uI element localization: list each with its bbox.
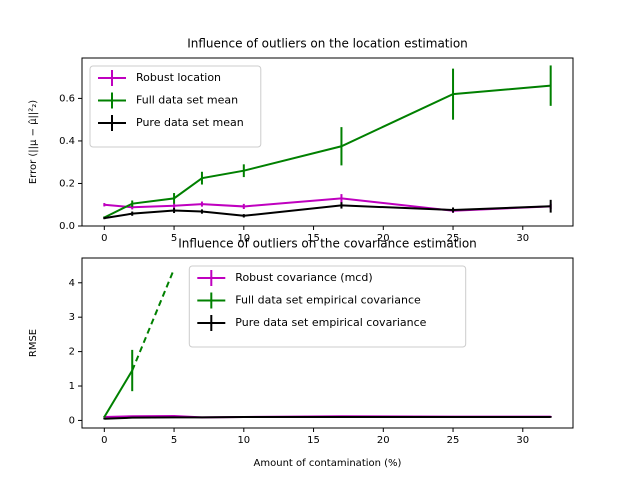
legend (188, 265, 467, 348)
legend-label: Full data set mean (136, 94, 238, 107)
x-axis-label: Amount of contamination (%) (254, 458, 402, 469)
y-tick-label: 0.0 (59, 221, 75, 232)
y-axis-label: Error (||μ − μ̂||²₂) (27, 100, 39, 184)
y-tick-label: 3 (69, 312, 75, 323)
x-tick-label: 15 (307, 435, 320, 446)
series-line (103, 84, 551, 219)
x-tick-label: 0 (101, 435, 107, 446)
x-tick-label: 25 (447, 435, 460, 446)
y-tick-label: 0 (69, 415, 75, 426)
x-tick-label: 0 (101, 233, 107, 244)
series-line (104, 415, 551, 420)
x-tick-label: 30 (516, 233, 529, 244)
legend-label: Robust covariance (mcd) (235, 271, 372, 284)
legend (89, 65, 262, 148)
x-tick-label: 30 (516, 435, 529, 446)
series-line (104, 204, 551, 220)
x-tick-label: 10 (237, 233, 250, 244)
legend-label: Pure data set mean (136, 116, 244, 129)
y-axis-label: RMSE (28, 329, 39, 357)
legend-label: Pure data set empirical covariance (235, 316, 426, 329)
x-tick-label: 15 (307, 233, 320, 244)
x-tick-label: 25 (447, 233, 460, 244)
chart-title: Influence of outliers on the covariance … (178, 237, 477, 251)
y-tick-label: 1 (69, 381, 75, 392)
series-line (103, 370, 134, 418)
y-tick-label: 2 (69, 347, 75, 358)
y-tick-label: 0.6 (59, 93, 75, 104)
x-tick-label: 20 (377, 435, 390, 446)
chart-title: Influence of outliers on the location es… (187, 37, 468, 51)
x-tick-label: 10 (237, 435, 250, 446)
x-tick-label: 20 (377, 233, 390, 244)
x-tick-label: 5 (171, 233, 177, 244)
y-tick-label: 0.2 (59, 178, 75, 189)
series-line (131, 268, 175, 371)
x-tick-label: 5 (171, 435, 177, 446)
y-tick-label: 0.4 (59, 136, 75, 147)
axes-frame (81, 257, 574, 429)
legend-label: Full data set empirical covariance (235, 294, 421, 307)
y-tick-label: 4 (69, 278, 75, 289)
axes-frame (81, 57, 574, 227)
legend-label: Robust location (136, 71, 221, 84)
